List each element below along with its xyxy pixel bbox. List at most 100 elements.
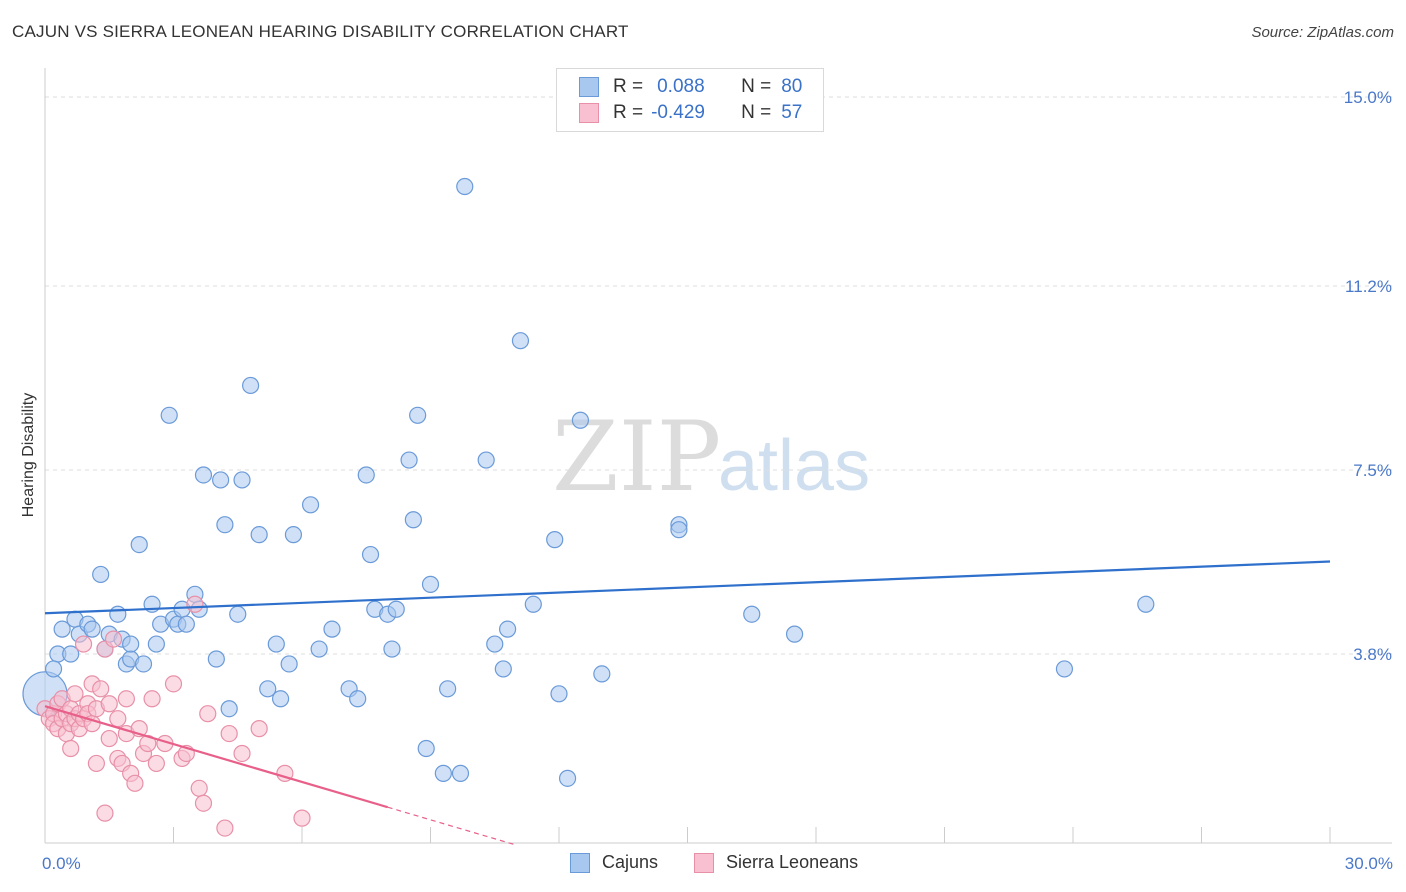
data-point [284, 526, 303, 544]
data-point [785, 625, 804, 643]
data-point [190, 779, 208, 797]
data-point [250, 526, 268, 544]
data-point [62, 739, 80, 758]
data-point [670, 521, 688, 539]
data-point [100, 729, 118, 748]
x-tick-label: 30.0% [1345, 854, 1393, 873]
data-point [494, 660, 512, 678]
data-point [104, 630, 123, 648]
data-point [486, 635, 504, 653]
data-point [593, 665, 611, 683]
data-point [143, 690, 161, 708]
data-point [451, 764, 470, 782]
data-point [349, 690, 367, 708]
legend-n-value: 57 [781, 102, 803, 123]
data-point [558, 769, 577, 787]
data-point [87, 754, 106, 773]
data-point [1137, 595, 1155, 613]
series-swatch-cajuns [570, 852, 590, 873]
data-point [301, 496, 320, 514]
data-point [220, 700, 238, 718]
data-point [199, 705, 217, 723]
data-point [117, 690, 135, 708]
data-point [250, 720, 268, 738]
data-point [229, 605, 247, 623]
legend-r-label: R = [613, 102, 644, 123]
data-point [233, 744, 251, 763]
data-point [53, 620, 71, 638]
data-point [242, 376, 260, 395]
series-legend-cajuns[interactable]: Cajuns [570, 852, 658, 873]
data-point [100, 695, 118, 713]
data-point [109, 710, 127, 728]
cajuns-points [22, 177, 1155, 787]
data-point [207, 650, 225, 668]
data-point [546, 531, 564, 549]
data-point [400, 451, 418, 469]
y-tick-labels: 3.8% 7.5% 11.2% 15.0% [1344, 88, 1392, 664]
series-swatch-sierra-leoneans [694, 852, 715, 873]
data-point [126, 774, 144, 792]
trend-lines [44, 560, 1331, 846]
data-point [186, 595, 204, 613]
data-point [233, 471, 251, 489]
data-point [212, 471, 230, 489]
data-point [259, 680, 277, 698]
data-point [271, 690, 290, 708]
x-tick-label: 0.0% [42, 854, 81, 873]
source-label: Source: ZipAtlas.com [1251, 24, 1394, 41]
trend-line-extension [387, 806, 517, 846]
data-point [571, 411, 590, 429]
data-point [220, 724, 238, 743]
legend-row-cajuns: R = 0.088 N = 80 [579, 75, 802, 99]
series-legend: Cajuns Sierra Leoneans [570, 852, 894, 873]
data-point [147, 754, 165, 773]
legend-n-label: N = [741, 102, 772, 123]
data-point [147, 635, 165, 653]
data-point [361, 545, 380, 564]
legend-swatch-sierra-leoneans [579, 103, 599, 123]
grid [45, 96, 1392, 655]
series-label-cajuns: Cajuns [602, 852, 659, 872]
y-tick-label: 7.5% [1353, 461, 1392, 480]
trend-line [44, 560, 1331, 615]
watermark-atlas: atlas [718, 426, 870, 506]
data-point [439, 680, 457, 698]
data-point [216, 819, 234, 837]
data-point [92, 680, 110, 698]
data-point [511, 332, 530, 350]
data-point [177, 615, 195, 633]
series-legend-sierra-leoneans[interactable]: Sierra Leoneans [694, 852, 858, 873]
data-point [477, 451, 495, 469]
data-point [323, 620, 341, 638]
data-point [387, 600, 405, 618]
data-point [280, 655, 298, 673]
legend-row-sierra-leoneans: R = -0.429 N = 57 [579, 101, 802, 125]
data-point [122, 635, 140, 653]
data-point [164, 675, 183, 693]
y-tick-label: 3.8% [1353, 645, 1392, 664]
legend-n-label: N = [741, 76, 772, 97]
y-tick-label: 11.2% [1345, 277, 1392, 296]
data-point [456, 177, 474, 196]
data-point [194, 466, 213, 484]
chart-title: CAJUN VS SIERRA LEONEAN HEARING DISABILI… [12, 22, 629, 41]
data-point [130, 535, 148, 554]
data-point [310, 640, 328, 658]
data-point [96, 804, 114, 822]
legend-r-value: -0.429 [651, 102, 705, 123]
legend-n-value: 80 [781, 76, 803, 97]
data-point [550, 685, 568, 703]
data-point [524, 595, 542, 613]
data-point [66, 685, 84, 703]
data-point [434, 764, 452, 782]
data-point [409, 406, 427, 424]
data-point [160, 406, 178, 424]
legend-r-label: R = [613, 76, 644, 97]
legend-swatch-cajuns [579, 77, 599, 97]
data-point [293, 809, 311, 827]
y-axis-label: Hearing Disability [20, 393, 37, 518]
x-tick-labels: 0.0% 30.0% [42, 854, 1393, 873]
data-point [743, 605, 761, 623]
